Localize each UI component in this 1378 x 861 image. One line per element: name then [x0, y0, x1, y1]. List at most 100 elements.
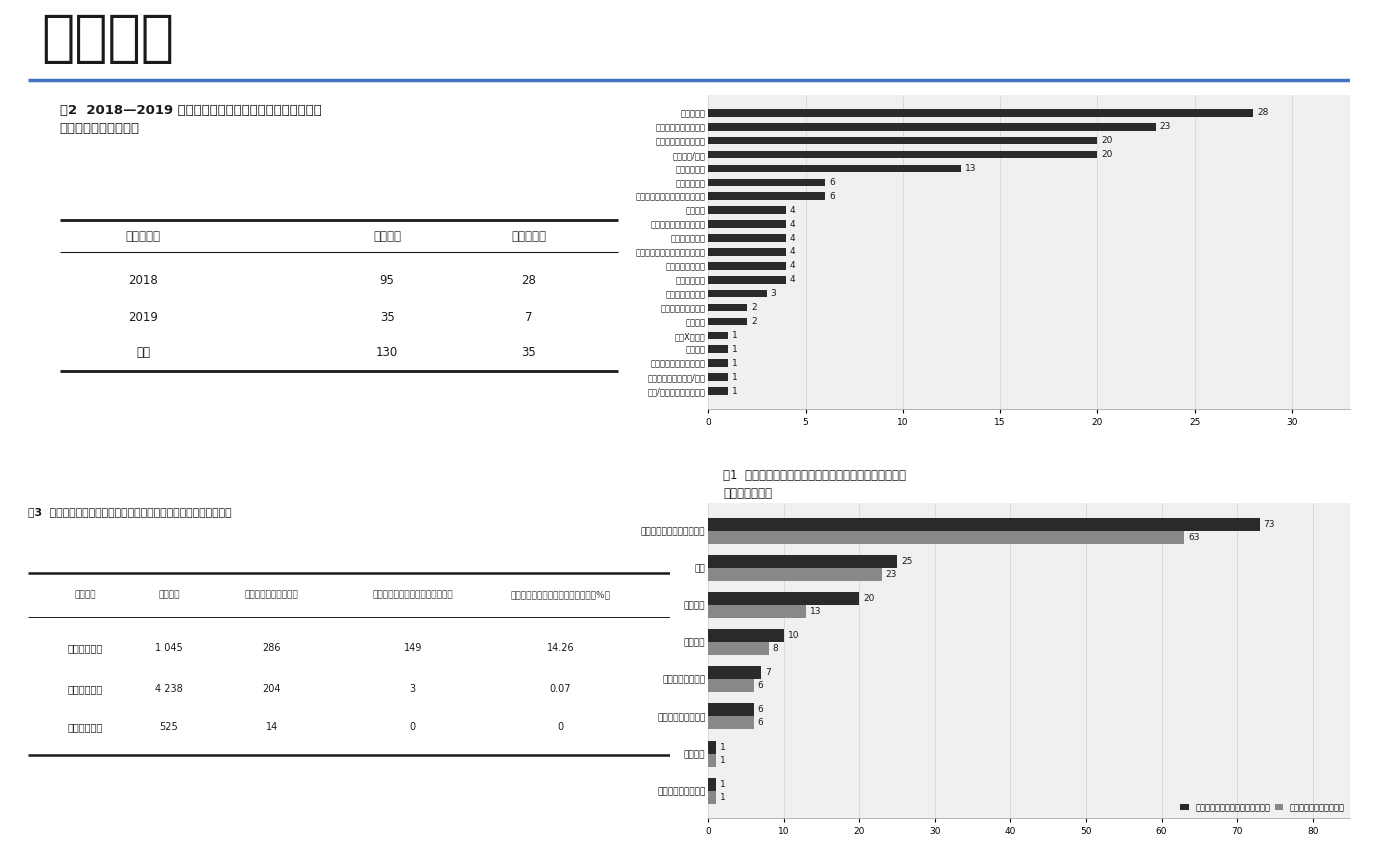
Bar [708, 331, 728, 339]
Bar [708, 387, 728, 395]
Text: 20: 20 [1101, 150, 1112, 159]
Text: 抽检批次: 抽检批次 [158, 590, 179, 599]
Bar [708, 374, 728, 381]
Text: 0: 0 [409, 722, 416, 732]
Text: 0.07: 0.07 [550, 684, 572, 694]
Text: 20: 20 [1101, 136, 1112, 146]
Text: 0: 0 [558, 722, 564, 732]
Text: 无源医疗器械: 无源医疗器械 [68, 684, 103, 694]
Text: 149: 149 [404, 643, 422, 653]
Text: 63: 63 [1188, 533, 1199, 542]
Bar [708, 517, 1259, 530]
Bar [708, 164, 962, 172]
Text: 130: 130 [376, 346, 398, 359]
Text: 2019: 2019 [128, 312, 158, 325]
Bar [708, 151, 1097, 158]
Bar [708, 137, 1097, 145]
Text: 年份（年）: 年份（年） [125, 230, 161, 243]
Text: 14: 14 [266, 722, 278, 732]
Bar [708, 345, 728, 353]
Bar [708, 318, 747, 325]
Text: 4 238: 4 238 [154, 684, 183, 694]
Text: 1 045: 1 045 [154, 643, 183, 653]
Bar [708, 716, 754, 729]
Text: 525: 525 [160, 722, 178, 732]
Bar [708, 568, 882, 581]
Text: 体外诊断试剂: 体外诊断试剂 [68, 722, 103, 732]
Text: 95: 95 [380, 274, 394, 287]
Bar [708, 642, 769, 655]
Text: 28: 28 [521, 274, 536, 287]
Text: 6: 6 [830, 192, 835, 201]
Text: 35: 35 [380, 312, 394, 325]
Text: 1: 1 [732, 331, 737, 340]
Text: 国抽情况: 国抽情况 [41, 13, 174, 66]
Text: 标签问题: 标签问题 [373, 230, 401, 243]
Text: 4: 4 [790, 247, 795, 257]
Bar [708, 530, 1184, 544]
Text: 标签和说明书不符合标准规定批次: 标签和说明书不符合标准规定批次 [372, 590, 453, 599]
Bar [708, 207, 785, 214]
Bar [708, 703, 754, 716]
Text: 23: 23 [1160, 122, 1171, 131]
Text: 1: 1 [732, 344, 737, 354]
Bar [708, 679, 754, 692]
Bar [708, 304, 747, 312]
Text: 6: 6 [758, 705, 763, 715]
Text: 器械类别: 器械类别 [74, 590, 96, 599]
Text: 1: 1 [719, 742, 725, 752]
Bar [708, 555, 897, 568]
Text: 2018: 2018 [128, 274, 158, 287]
Legend: 不符合标准规定批数（单位：批）, 相关企业数（单位：家）: 不符合标准规定批数（单位：批）, 相关企业数（单位：家） [1178, 802, 1346, 814]
Bar [708, 193, 825, 200]
Text: 1: 1 [732, 359, 737, 368]
Bar [708, 276, 785, 283]
Bar [708, 262, 785, 269]
Text: 说明书问题: 说明书问题 [511, 230, 546, 243]
Text: 13: 13 [965, 164, 977, 173]
Bar [708, 220, 785, 228]
Bar [708, 178, 825, 186]
Text: 73: 73 [1264, 520, 1275, 529]
Bar [708, 592, 860, 605]
Text: 23: 23 [886, 570, 897, 579]
Bar [708, 666, 761, 679]
Text: 6: 6 [758, 681, 763, 691]
Text: 286: 286 [262, 643, 281, 653]
Text: 4: 4 [790, 276, 795, 284]
Text: 6: 6 [830, 178, 835, 187]
Bar [708, 740, 715, 753]
Text: 7: 7 [765, 668, 770, 678]
Text: 7: 7 [525, 312, 532, 325]
Text: 13: 13 [810, 607, 821, 616]
Text: 3: 3 [409, 684, 416, 694]
Text: 表2  2018—2019 年国抽医疗器械标签和说明书不符合标准
规定情况（单位：批）: 表2 2018—2019 年国抽医疗器械标签和说明书不符合标准 规定情况（单位：… [59, 104, 321, 135]
Text: 2: 2 [751, 317, 757, 326]
Text: 6: 6 [758, 718, 763, 728]
Bar [708, 123, 1156, 131]
Text: 标签和说明书不符合标准规定比例（%）: 标签和说明书不符合标准规定比例（%） [511, 590, 610, 599]
Bar [708, 790, 715, 803]
Text: 合计: 合计 [136, 346, 150, 359]
Bar [708, 290, 766, 298]
Text: 图1  标签和说明书不符合标准规定的医疗器械产品类别分
布（单位：批）: 图1 标签和说明书不符合标准规定的医疗器械产品类别分 布（单位：批） [723, 469, 907, 500]
Text: 4: 4 [790, 220, 795, 229]
Bar [708, 248, 785, 256]
Text: 表3  标签和说明书不符合标准规定的医疗器械分类情况（单位：批）: 表3 标签和说明书不符合标准规定的医疗器械分类情况（单位：批） [28, 506, 232, 517]
Text: 25: 25 [901, 557, 912, 566]
Text: 35: 35 [521, 346, 536, 359]
Text: 4: 4 [790, 233, 795, 243]
Bar [708, 359, 728, 367]
Text: 8: 8 [773, 644, 779, 653]
Bar [708, 109, 1253, 116]
Text: 1: 1 [732, 387, 737, 395]
Bar [708, 753, 715, 766]
Text: 204: 204 [262, 684, 281, 694]
Text: 3: 3 [770, 289, 776, 298]
Text: 4: 4 [790, 262, 795, 270]
Text: 14.26: 14.26 [547, 643, 575, 653]
Bar [708, 629, 784, 642]
Text: 10: 10 [788, 631, 799, 641]
Text: 28: 28 [1257, 108, 1268, 117]
Text: 1: 1 [719, 756, 725, 765]
